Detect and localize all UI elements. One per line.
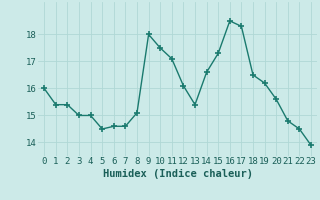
X-axis label: Humidex (Indice chaleur): Humidex (Indice chaleur) [103,169,252,179]
